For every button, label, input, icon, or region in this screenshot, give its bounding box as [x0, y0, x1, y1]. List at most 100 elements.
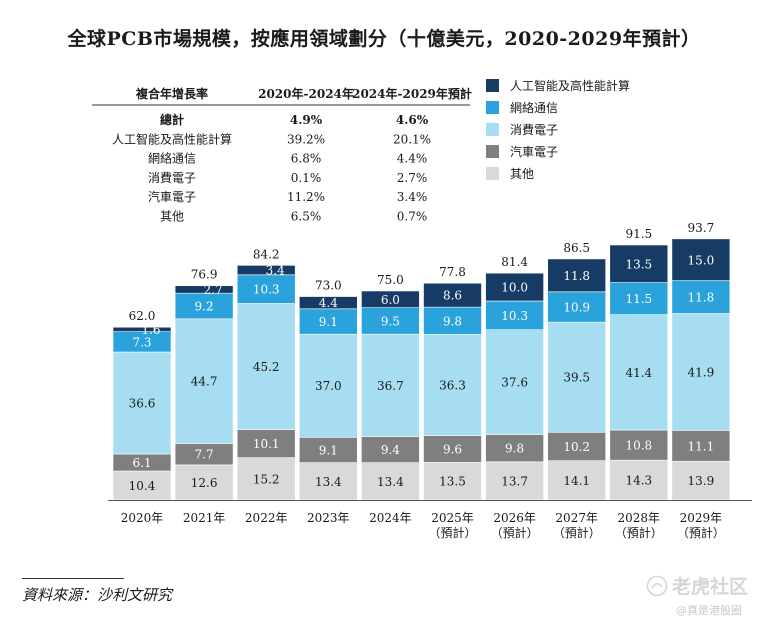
bar-segment	[298, 296, 358, 310]
bar-value-label: 11.8	[563, 269, 590, 283]
cagr-cell: 4.9%	[290, 113, 323, 127]
bar-segment	[671, 280, 731, 314]
bar-segment	[236, 274, 296, 304]
x-tick-label: 2027年	[555, 511, 598, 525]
bar-value-label: 10.8	[625, 439, 652, 453]
bar-total-label: 84.2	[253, 247, 280, 261]
bar-total-label: 81.4	[501, 255, 528, 269]
bar-value-label: 9.2	[195, 300, 214, 314]
bar-value-label: 10.2	[563, 440, 590, 454]
bar-segment	[609, 282, 669, 315]
cagr-cell: 總計	[160, 112, 184, 127]
bar-value-label: 13.5	[439, 475, 466, 489]
bar-total-label: 86.5	[563, 241, 590, 255]
bar-segment	[361, 290, 420, 308]
bar-segment	[236, 303, 296, 430]
bar-value-label: 39.5	[563, 371, 590, 385]
bar-segment	[609, 459, 669, 501]
bar-value-label: 10.0	[501, 281, 528, 295]
bar-value-label: 6.1	[132, 456, 151, 470]
bar-segment	[423, 282, 482, 308]
bar-total-label: 91.5	[625, 227, 652, 241]
bar-segment	[174, 318, 234, 444]
source-note: 資料來源：沙利文研究	[22, 586, 173, 604]
bar-segment	[423, 462, 482, 501]
bar-value-label: 9.4	[381, 443, 400, 457]
x-tick-label: 2023年	[307, 511, 350, 525]
cagr-cell: 3.4%	[397, 190, 428, 204]
bar-segment	[361, 462, 420, 501]
bar-value-label: 37.6	[501, 376, 528, 390]
bar-value-label: 36.3	[439, 379, 466, 393]
bar-value-label: 14.1	[563, 474, 590, 488]
bar-segment	[609, 314, 669, 431]
bar-value-label: 41.9	[688, 365, 715, 379]
cagr-cell: 網絡通信	[148, 151, 196, 166]
cagr-cell: 4.4%	[397, 152, 428, 166]
bar-segment	[671, 238, 731, 281]
bar-value-label: 36.6	[129, 397, 156, 411]
cagr-cell: 4.6%	[396, 113, 429, 127]
cagr-header-cell: 複合年增長率	[135, 86, 208, 101]
bar-value-label: 10.1	[253, 437, 280, 451]
x-tick-label: （預計）	[553, 525, 601, 540]
legend-swatch	[486, 145, 499, 158]
bar-value-label: 3.4	[266, 264, 285, 278]
bar-total-label: 93.7	[688, 221, 715, 235]
bar-segment	[298, 436, 358, 463]
x-tick-label: 2020年	[121, 511, 164, 525]
bar-segment	[174, 285, 234, 294]
bar-total-label: 62.0	[129, 309, 156, 323]
bar-value-label: 13.4	[315, 475, 342, 489]
x-axis: 2020年 2021年 2022年 2023年 2024年 2025年（預計）2026年（…	[108, 500, 752, 540]
bar-value-label: 10.3	[501, 309, 528, 323]
bar-value-label: 9.8	[505, 442, 524, 456]
bar-value-label: 41.4	[625, 366, 652, 380]
bar-value-label: 15.0	[688, 253, 715, 267]
bar-segment	[423, 306, 482, 335]
x-tick-label: 2029年	[680, 511, 723, 525]
x-tick-label: （預計）	[615, 525, 663, 540]
bar-total-label: 77.8	[439, 265, 466, 279]
bar-value-label: 36.7	[377, 379, 404, 393]
bar-value-label: 6.0	[381, 293, 400, 307]
watermark-logo-icon	[646, 575, 668, 597]
bar-value-label: 9.1	[319, 443, 338, 457]
bar-segment	[423, 334, 482, 436]
x-tick-label: （預計）	[677, 525, 725, 540]
legend-label: 網絡通信	[510, 100, 558, 115]
bar-segment	[547, 431, 607, 462]
cagr-cell: 39.2%	[287, 132, 325, 146]
bar-value-label: 12.6	[191, 476, 218, 490]
bar-segment	[361, 333, 420, 437]
bar-value-label: 14.3	[625, 474, 652, 488]
bar-value-label: 7.7	[195, 448, 214, 462]
cagr-cell: 0.7%	[397, 210, 428, 224]
bar-total-label: 75.0	[377, 273, 404, 287]
bar-total-label: 73.0	[315, 279, 342, 293]
x-tick-label: （預計）	[428, 525, 476, 540]
cagr-cell: 2.7%	[397, 171, 428, 185]
chart-bars: 10.4 6.1 36.6 7.31.662.0 12.6 7.7 44.7 9.2 2.776…	[112, 221, 731, 501]
bar-value-label: 13.4	[377, 475, 404, 489]
bar-value-label: 10.3	[253, 283, 280, 297]
legend-swatch	[486, 167, 499, 180]
bar-segment	[236, 265, 296, 276]
bar-segment	[671, 313, 731, 431]
x-tick-label: 2024年	[369, 511, 412, 525]
bar-value-label: 8.6	[443, 289, 462, 303]
bar-value-label: 10.9	[563, 301, 590, 315]
bar-value-label: 13.7	[501, 474, 528, 488]
bar-value-label: 11.1	[688, 439, 715, 453]
x-tick-label: 2022年	[245, 511, 288, 525]
cagr-cell: 汽車電子	[148, 189, 196, 204]
bar-value-label: 37.0	[315, 379, 342, 393]
bar-segment	[112, 470, 172, 501]
legend-swatch	[486, 79, 499, 92]
bar-value-label: 15.2	[253, 472, 280, 486]
bar-segment	[485, 272, 544, 302]
bar-segment	[112, 326, 172, 332]
